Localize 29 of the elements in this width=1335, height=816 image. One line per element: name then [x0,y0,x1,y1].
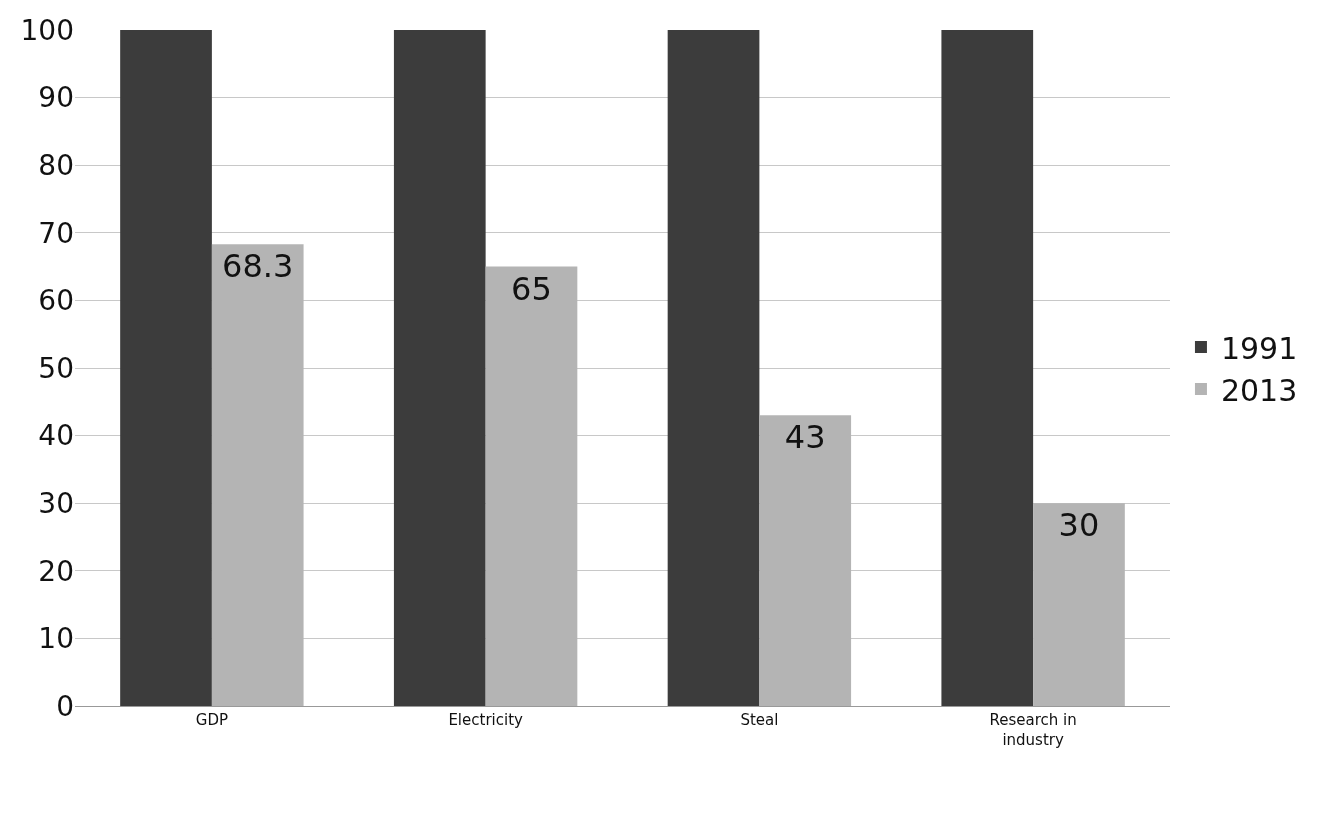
y-tick-label: 100 [20,13,74,47]
bar [393,30,486,706]
y-tick-label: 70 [38,216,74,250]
y-tick-label: 0 [56,689,74,723]
bar [941,30,1034,706]
bar [1033,503,1125,706]
bar [211,244,304,706]
x-tick-label: Electricity [448,711,523,729]
x-tick-label: Steal [740,711,779,729]
y-tick-label: 50 [38,351,74,385]
data-label: 43 [784,418,826,457]
bar [120,30,212,706]
y-tick-label: 30 [38,487,74,520]
y-tick-label: 40 [38,419,74,453]
y-tick-label: 80 [38,149,74,182]
x-tick-label: GDP [195,711,228,729]
data-label: 65 [511,269,552,308]
legend-label: 1991 [1220,330,1298,366]
bar [485,266,578,706]
x-tick-label: Research in industry [989,711,1077,749]
data-label: 30 [1058,506,1100,545]
y-tick-label: 10 [38,622,74,656]
bar [667,30,760,706]
y-tick-label: 20 [38,554,74,588]
bar [759,415,852,706]
legend-label: 2013 [1220,372,1298,408]
data-label: 68.3 [222,247,294,286]
y-tick-label: 90 [38,81,74,115]
y-tick-label: 60 [38,284,74,318]
